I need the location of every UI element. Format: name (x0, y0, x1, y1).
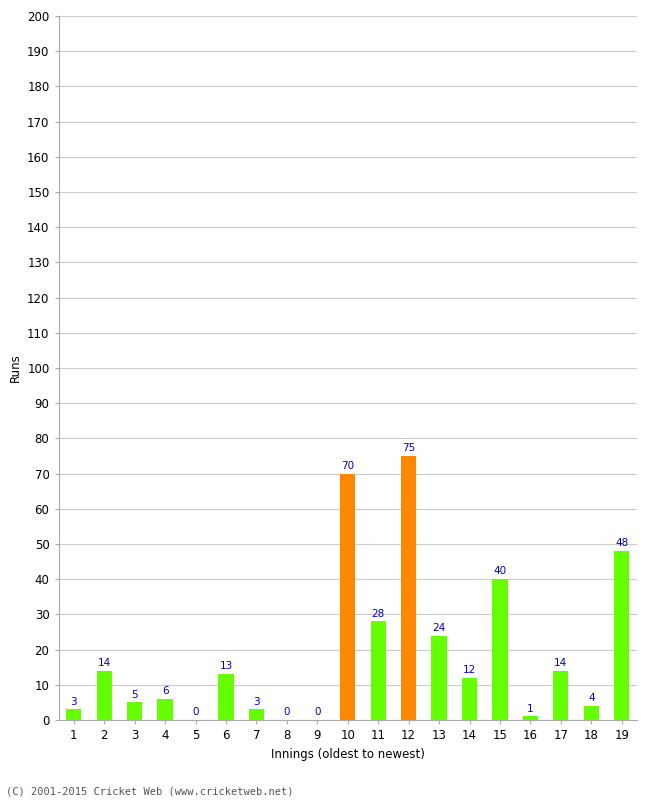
Text: 70: 70 (341, 461, 354, 470)
Bar (432, 635, 447, 720)
Text: 3: 3 (253, 697, 260, 706)
Text: 1: 1 (527, 704, 534, 714)
Text: 14: 14 (554, 658, 567, 668)
Bar (249, 710, 264, 720)
Bar (97, 670, 112, 720)
Text: 0: 0 (192, 707, 199, 717)
Text: 24: 24 (432, 622, 446, 633)
Bar (584, 706, 599, 720)
Text: 40: 40 (493, 566, 506, 576)
Text: 6: 6 (162, 686, 168, 696)
Y-axis label: Runs: Runs (8, 354, 21, 382)
Text: 14: 14 (98, 658, 111, 668)
Text: 4: 4 (588, 693, 595, 703)
Text: 12: 12 (463, 665, 476, 675)
Text: 75: 75 (402, 443, 415, 453)
Text: 5: 5 (131, 690, 138, 699)
Text: 48: 48 (615, 538, 629, 548)
X-axis label: Innings (oldest to newest): Innings (oldest to newest) (271, 747, 424, 761)
Bar (127, 702, 142, 720)
Bar (462, 678, 477, 720)
Text: 0: 0 (283, 707, 290, 717)
Bar (66, 710, 81, 720)
Bar (370, 622, 386, 720)
Bar (157, 699, 173, 720)
Bar (523, 717, 538, 720)
Bar (553, 670, 569, 720)
Bar (340, 474, 356, 720)
Bar (493, 579, 508, 720)
Text: 28: 28 (372, 609, 385, 618)
Text: 13: 13 (219, 662, 233, 671)
Text: 0: 0 (314, 707, 320, 717)
Text: 3: 3 (70, 697, 77, 706)
Bar (614, 551, 629, 720)
Text: (C) 2001-2015 Cricket Web (www.cricketweb.net): (C) 2001-2015 Cricket Web (www.cricketwe… (6, 786, 294, 796)
Bar (401, 456, 416, 720)
Bar (218, 674, 233, 720)
